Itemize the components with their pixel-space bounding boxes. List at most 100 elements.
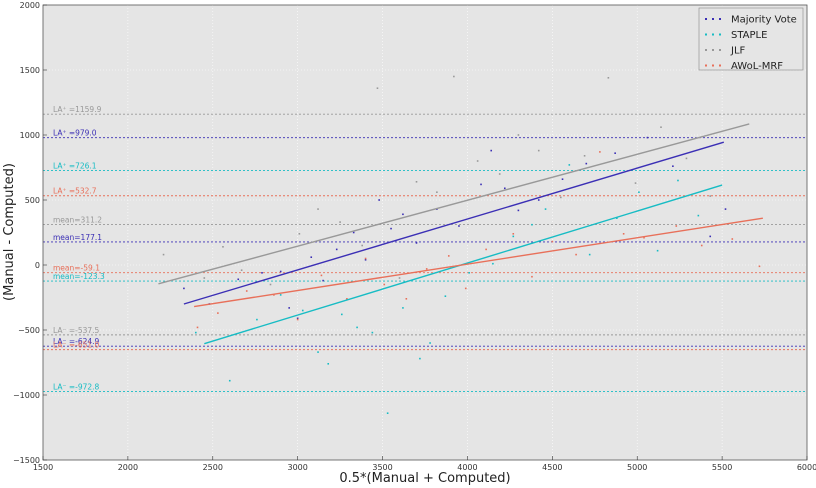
x-tick-label: 3000 <box>287 463 307 472</box>
legend-marker <box>705 18 707 20</box>
data-point <box>341 313 343 316</box>
data-point <box>585 162 588 165</box>
data-point <box>709 235 712 238</box>
data-point <box>322 279 324 282</box>
data-point <box>415 181 418 183</box>
reference-label: mean=-123.3 <box>53 272 105 281</box>
data-point <box>419 357 421 360</box>
data-point <box>512 233 515 235</box>
data-point <box>656 249 659 252</box>
data-point <box>561 178 564 180</box>
legend-label: AWoL-MRF <box>731 61 783 72</box>
legend-marker <box>719 33 721 36</box>
data-point <box>464 287 467 290</box>
data-point <box>376 87 379 89</box>
data-point <box>436 191 438 193</box>
data-point <box>512 235 515 238</box>
plot-background <box>43 5 807 460</box>
data-point <box>709 195 712 197</box>
legend-marker <box>705 49 707 51</box>
y-axis-ticks: −1500 −1000 −500 0 500 1000 1500 2000 <box>13 1 47 465</box>
data-point <box>390 227 392 230</box>
x-tick-label: 2000 <box>118 463 138 472</box>
reference-label: LA⁺ =979.0 <box>53 129 97 138</box>
y-tick-label: −500 <box>18 326 40 335</box>
data-point <box>346 298 348 300</box>
legend-marker <box>705 64 707 67</box>
legend-marker <box>719 18 721 20</box>
data-point <box>537 149 540 152</box>
data-point <box>476 160 479 162</box>
data-point <box>731 238 734 240</box>
data-point <box>203 277 206 279</box>
data-point <box>583 155 586 157</box>
reference-label: LA⁻ =-651.0 <box>53 341 100 350</box>
x-axis-title: 0.5*(Manual + Computed) <box>339 471 510 486</box>
data-point <box>517 134 520 136</box>
data-point <box>183 287 185 290</box>
data-point <box>352 231 355 234</box>
data-point <box>217 312 219 314</box>
trend-line <box>193 217 763 308</box>
data-point <box>279 294 282 296</box>
x-tick-label: 6000 <box>797 463 816 472</box>
y-tick-label: 500 <box>25 196 40 205</box>
data-point <box>335 248 338 251</box>
data-point <box>402 307 404 309</box>
data-point <box>616 217 618 219</box>
data-point <box>296 318 299 321</box>
x-tick-label: 4000 <box>457 463 477 472</box>
data-point <box>405 298 408 300</box>
data-point <box>228 379 231 382</box>
reference-label: LA⁻ =-537.5 <box>53 326 100 335</box>
data-point <box>320 274 323 277</box>
y-tick-label: −1500 <box>13 456 40 465</box>
data-point <box>453 75 455 78</box>
data-point <box>364 259 367 261</box>
data-point <box>672 165 674 167</box>
legend-marker <box>712 49 714 51</box>
data-point <box>588 253 591 256</box>
data-point <box>638 191 640 193</box>
data-point <box>675 225 678 227</box>
data-point <box>361 244 363 247</box>
data-point <box>386 412 389 414</box>
y-tick-label: 2000 <box>20 1 40 10</box>
data-point <box>575 253 577 256</box>
legend-item: Majority Vote <box>705 15 797 26</box>
legend-marker <box>712 64 714 67</box>
y-tick-label: 1000 <box>20 131 40 140</box>
legend-item: AWoL-MRF <box>705 61 783 72</box>
trend-line <box>158 123 750 285</box>
data-point <box>646 136 649 139</box>
data-point <box>296 317 299 320</box>
data-points <box>162 75 761 414</box>
data-point <box>537 199 540 201</box>
data-point <box>685 157 688 160</box>
data-point <box>222 246 224 248</box>
legend-item: STAPLE <box>705 30 767 41</box>
y-tick-label: 0 <box>35 261 40 270</box>
data-point <box>237 278 240 281</box>
data-point <box>288 307 290 309</box>
data-point <box>531 223 533 226</box>
data-point <box>492 262 494 265</box>
legend-marker <box>719 64 721 67</box>
data-point <box>196 326 199 329</box>
data-point <box>402 213 404 216</box>
data-point <box>383 283 386 286</box>
legend-marker <box>712 18 714 20</box>
data-point <box>398 277 401 279</box>
plot-frame <box>42 4 808 461</box>
data-point <box>660 126 662 128</box>
data-point <box>317 208 319 210</box>
reference-label: LA⁻ =-624.9 <box>53 337 100 346</box>
data-point <box>517 209 520 212</box>
reference-label: mean=-59.1 <box>53 264 100 273</box>
legend-marker <box>719 49 721 51</box>
legend-label: JLF <box>730 46 746 57</box>
data-point <box>458 225 460 227</box>
reference-label: LA⁺ =726.1 <box>53 162 97 171</box>
data-point <box>261 272 263 274</box>
